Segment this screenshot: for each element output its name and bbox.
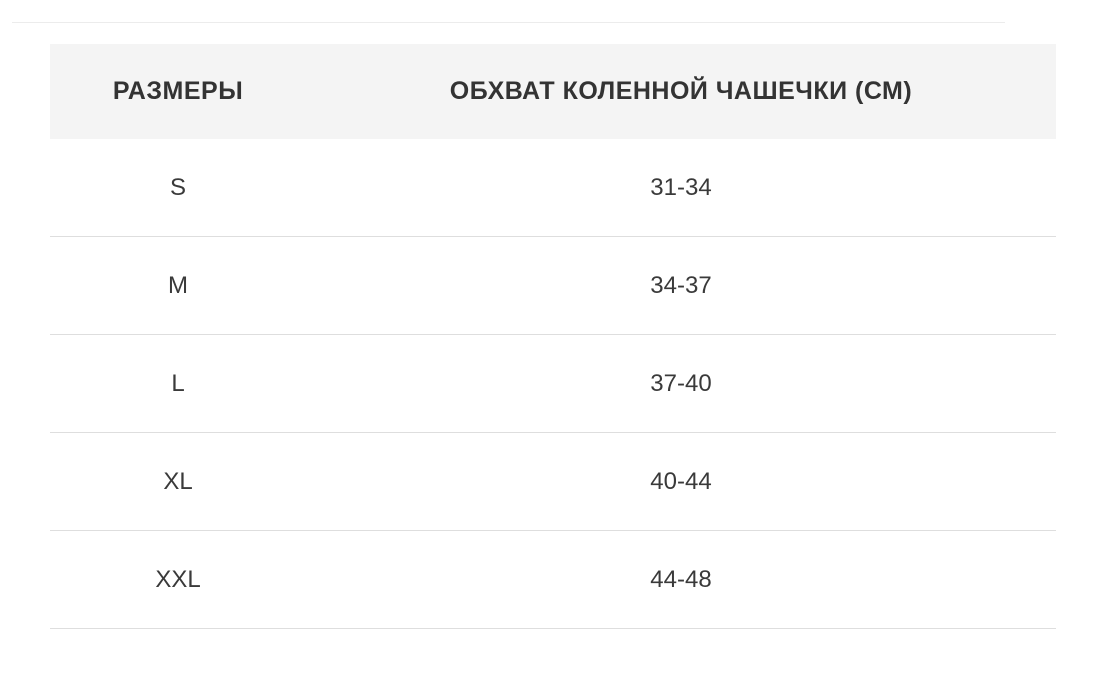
size-cell: M: [50, 236, 306, 335]
size-cell: XXL: [50, 530, 306, 629]
size-table: РАЗМЕРЫ ОБХВАТ КОЛЕННОЙ ЧАШЕЧКИ (СМ) S 3…: [50, 44, 1056, 629]
size-cell: S: [50, 139, 306, 237]
range-cell: 34-37: [306, 236, 1056, 335]
table-row: M 34-37: [50, 236, 1056, 335]
table-row: XL 40-44: [50, 432, 1056, 531]
top-divider: [12, 22, 1005, 23]
header-knee-circumference: ОБХВАТ КОЛЕННОЙ ЧАШЕЧКИ (СМ): [306, 44, 1056, 139]
header-size: РАЗМЕРЫ: [50, 44, 306, 139]
table-row: XXL 44-48: [50, 530, 1056, 629]
range-cell: 44-48: [306, 530, 1056, 629]
range-cell: 40-44: [306, 432, 1056, 531]
table-row: L 37-40: [50, 334, 1056, 433]
table-header-row: РАЗМЕРЫ ОБХВАТ КОЛЕННОЙ ЧАШЕЧКИ (СМ): [50, 44, 1056, 139]
size-cell: L: [50, 334, 306, 433]
range-cell: 37-40: [306, 334, 1056, 433]
size-cell: XL: [50, 432, 306, 531]
range-cell: 31-34: [306, 139, 1056, 237]
table-row: S 31-34: [50, 139, 1056, 237]
